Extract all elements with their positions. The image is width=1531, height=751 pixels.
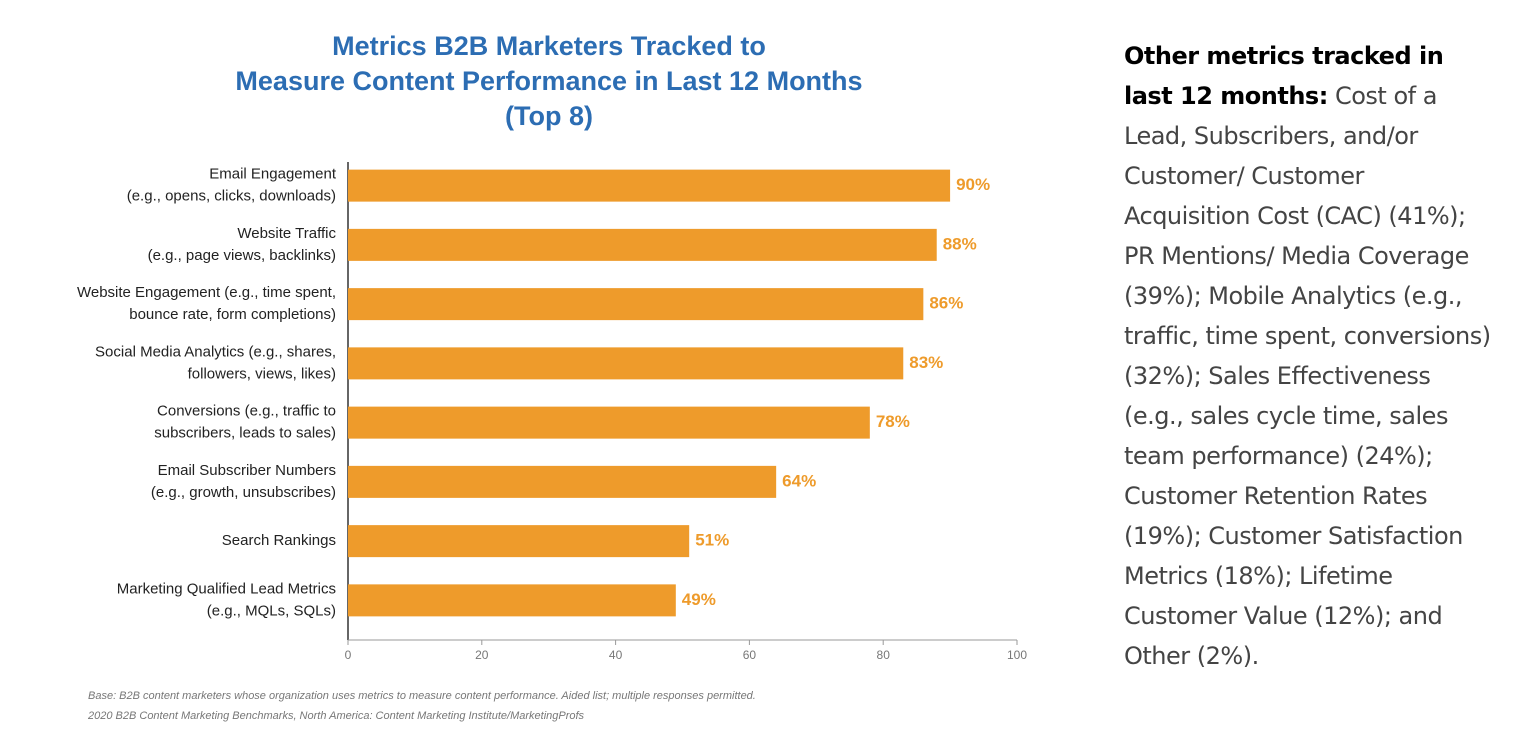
bar [348,406,870,439]
chart-title: Metrics B2B Marketers Tracked to Measure … [235,31,862,131]
value-label: 51% [695,531,729,550]
value-label: 86% [929,294,963,313]
x-tick-label: 60 [743,648,757,662]
chart: Metrics B2B Marketers Tracked to Measure … [77,31,1027,722]
bar [348,288,924,321]
x-tick-label: 20 [475,648,489,662]
y-tick-label: Search Rankings [222,532,336,549]
y-tick-label: Website Engagement (e.g., time spent, bou… [77,284,336,323]
x-tick-label: 100 [1007,648,1027,662]
value-label: 64% [782,471,816,490]
y-tick-label: Email Subscriber Numbers (e.g., growth, u… [151,462,336,501]
y-tick-label: Conversions (e.g., traffic to subscribers… [154,403,336,442]
bar [348,169,951,202]
value-label: 49% [682,590,716,609]
y-tick-label: Email Engagement (e.g., opens, clicks, do… [127,166,337,205]
y-tick-label: Website Traffic (e.g., page views, backli… [148,225,337,264]
bar [348,228,937,261]
bar [348,465,777,498]
side-note: Other metrics tracked in last 12 months:… [1124,36,1494,676]
y-tick-label: Social Media Analytics (e.g., shares, fol… [95,343,336,382]
x-tick-label: 40 [609,648,623,662]
bar [348,347,904,380]
x-tick-label: 80 [877,648,891,662]
bar [348,525,690,558]
footnote: 2020 B2B Content Marketing Benchmarks, N… [87,710,585,722]
side-text: Cost of a Lead, Subscribers, and/or Cust… [1124,82,1491,670]
bar [348,584,676,617]
value-label: 90% [956,175,990,194]
footnote: Base: B2B content marketers whose organi… [88,690,756,702]
x-tick-label: 0 [345,648,352,662]
value-label: 78% [876,412,910,431]
value-label: 88% [943,234,977,253]
y-tick-label: Marketing Qualified Lead Metrics (e.g., M… [117,580,336,619]
value-label: 83% [909,353,943,372]
side-heading: Other metrics tracked in last 12 months: [1124,42,1444,110]
